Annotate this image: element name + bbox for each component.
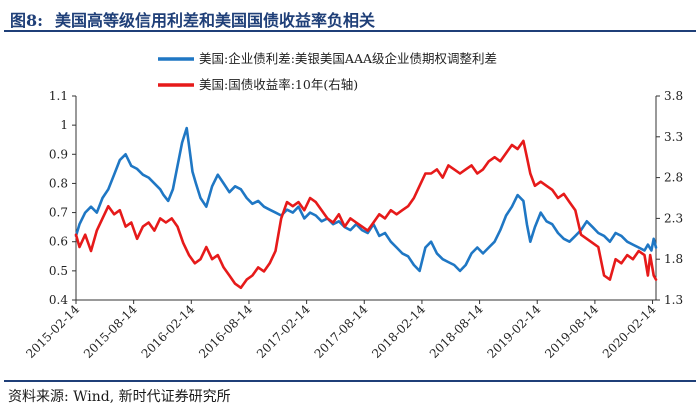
chart-title: 图8: 美国高等级信用利差和美国国债收益率负相关 bbox=[10, 7, 375, 31]
x-tick-label: 2018-08-14 bbox=[427, 302, 486, 361]
right-tick-label: 1.3 bbox=[664, 293, 683, 307]
x-axis: 2015-02-142015-08-142016-02-142016-08-14… bbox=[23, 300, 659, 361]
x-tick-label: 2017-02-14 bbox=[254, 302, 313, 361]
x-tick-label: 2019-08-14 bbox=[542, 302, 601, 361]
line-chart: 0.4 0.5 0.6 0.7 0.8 0.9 1 1.1 1.3 1.8 2.3 2.8 3.3 3.… bbox=[23, 51, 683, 361]
title-bar: 图8: 美国高等级信用利差和美国国债收益率负相关 bbox=[4, 4, 696, 32]
plot-frame bbox=[75, 96, 657, 301]
left-tick-label: 0.8 bbox=[49, 176, 68, 190]
x-tick-label: 2019-02-14 bbox=[485, 302, 544, 361]
x-tick-label: 2017-08-14 bbox=[312, 302, 371, 361]
left-tick-label: 0.5 bbox=[49, 264, 68, 278]
left-tick-label: 0.9 bbox=[49, 147, 68, 161]
x-tick-label: 2015-02-14 bbox=[23, 302, 82, 361]
left-tick-label: 0.6 bbox=[49, 235, 68, 249]
right-tick-label: 3.3 bbox=[664, 130, 683, 144]
x-tick-label: 2018-02-14 bbox=[369, 302, 428, 361]
right-tick-label: 1.8 bbox=[664, 252, 683, 266]
right-y-axis: 1.3 1.8 2.3 2.8 3.3 3.8 bbox=[656, 89, 683, 307]
x-tick-label: 2015-08-14 bbox=[81, 302, 140, 361]
left-y-axis: 0.4 0.5 0.6 0.7 0.8 0.9 1 1.1 bbox=[49, 89, 76, 307]
x-tick-label: 2020-02-14 bbox=[600, 302, 659, 361]
left-tick-label: 0.4 bbox=[49, 293, 68, 307]
series-line-treasury-yield bbox=[74, 139, 658, 290]
left-tick-label: 1 bbox=[60, 118, 68, 132]
legend: 美国:企业债利差:美银美国AAA级企业债期权调整利差 美国:国债收益率:10年(… bbox=[158, 51, 497, 92]
figure-title: 美国高等级信用利差和美国国债收益率负相关 bbox=[55, 11, 376, 30]
series-line-credit-spread bbox=[74, 126, 658, 273]
right-tick-label: 3.8 bbox=[664, 89, 683, 103]
legend-label-credit-spread: 美国:企业债利差:美银美国AAA级企业债期权调整利差 bbox=[199, 51, 497, 66]
series-layer bbox=[74, 126, 658, 290]
legend-label-treasury-yield: 美国:国债收益率:10年(右轴) bbox=[199, 77, 358, 92]
left-tick-label: 0.7 bbox=[49, 206, 68, 220]
figure-label: 图8: bbox=[10, 11, 44, 30]
right-tick-label: 2.3 bbox=[664, 211, 683, 225]
x-tick-label: 2016-08-14 bbox=[196, 302, 255, 361]
source-note: 资料来源: Wind, 新时代证券研究所 bbox=[8, 389, 231, 405]
footer-divider bbox=[4, 380, 696, 382]
right-tick-label: 2.8 bbox=[664, 171, 683, 185]
left-tick-label: 1.1 bbox=[49, 89, 68, 103]
x-tick-label: 2016-02-14 bbox=[139, 302, 198, 361]
